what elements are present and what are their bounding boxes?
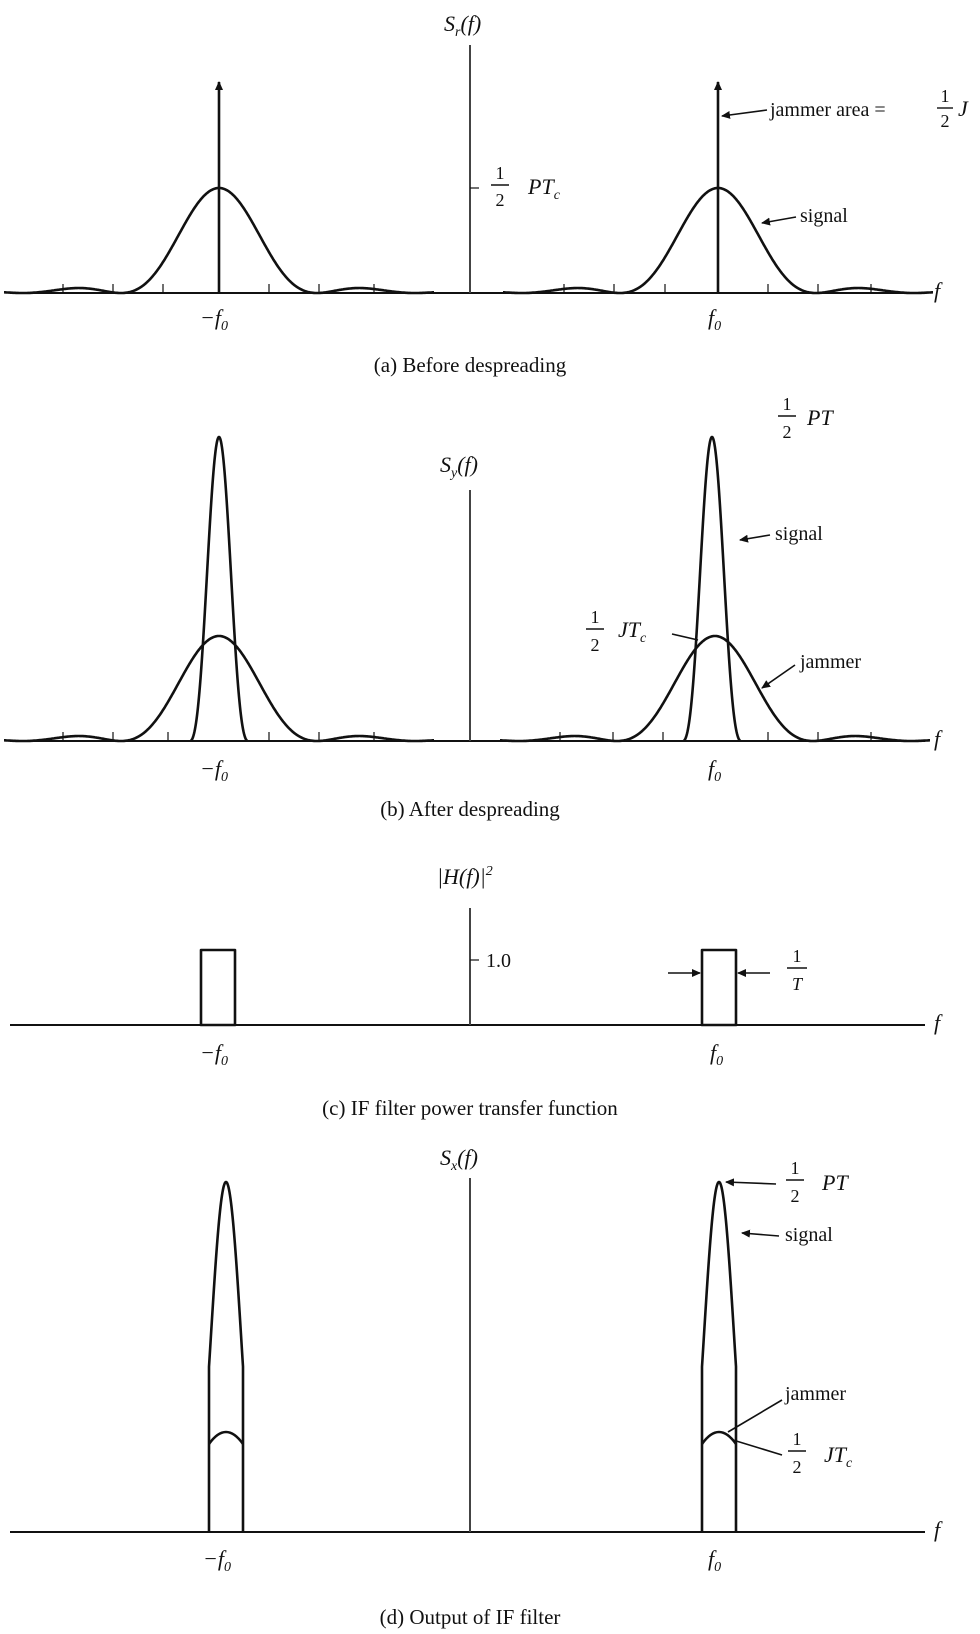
panel-a-level-label: 1 2 PTc xyxy=(491,163,561,210)
panel-c-left-tick-label: −f0 xyxy=(200,1040,228,1069)
panel-b-right-tick-label: f0 xyxy=(708,756,721,785)
panel-b-peak-numerator: 1 xyxy=(783,394,792,414)
panel-a-right-tick-label: f0 xyxy=(708,305,721,334)
panel-a-x-label: f xyxy=(934,278,943,303)
panel-d-peak-denominator: 2 xyxy=(791,1186,800,1206)
panel-d-left-signal-curve xyxy=(207,1180,245,1532)
panel-b-x-label: f xyxy=(934,726,943,751)
panel-c-x-label: f xyxy=(934,1010,943,1035)
panel-d-left-tick-label: −f0 xyxy=(203,1546,231,1575)
panel-d-y-label: Sx(f) xyxy=(440,1145,478,1174)
panel-a-jammer-denominator: 2 xyxy=(941,111,950,131)
panel-d-jt-denominator: 2 xyxy=(793,1457,802,1477)
panel-d: Sx(f) f −f0 f0 1 2 PT signal jammer 1 2 … xyxy=(10,1145,943,1629)
panel-d-caption: (d) Output of IF filter xyxy=(380,1605,561,1629)
panel-d-left-jammer-curve xyxy=(207,1430,245,1445)
panel-d-peak-leader xyxy=(725,1178,777,1187)
panel-d-jt-text: JTc xyxy=(824,1442,853,1471)
panel-d-jt-label: 1 2 JTc xyxy=(788,1429,853,1477)
panel-d-peak-text: PT xyxy=(821,1170,849,1195)
panel-b-jammer-label: jammer xyxy=(799,651,861,673)
panel-c-width-numerator: 1 xyxy=(793,946,802,966)
panel-c-right-filter-passband xyxy=(700,948,738,1027)
panel-d-signal-leader xyxy=(741,1229,780,1238)
panel-a-signal-label: signal xyxy=(800,205,848,227)
panel-c-left-filter-passband xyxy=(199,948,237,1027)
panel-a-jammer-numerator: 1 xyxy=(941,86,950,106)
panel-a-jammer-variable: J xyxy=(958,96,969,121)
panel-d-jammer-label: jammer xyxy=(784,1383,846,1405)
panel-c-right-tick-label: f0 xyxy=(710,1040,723,1069)
panel-b-jt-leader xyxy=(671,633,699,641)
panel-d-jt-leader xyxy=(732,1439,783,1456)
panel-d-jammer-leader xyxy=(727,1399,783,1433)
panel-c-width-denominator: T xyxy=(792,974,804,994)
panel-b-jt-denominator: 2 xyxy=(591,635,600,655)
panel-b-ticks xyxy=(62,732,872,741)
panel-a-caption: (a) Before despreading xyxy=(374,353,567,377)
panel-a-signal-leader xyxy=(761,216,797,226)
panel-b-jammer-leader xyxy=(761,664,796,689)
panel-a-ticks xyxy=(62,284,872,293)
panel-b-jt-label: 1 2 JTc xyxy=(586,607,647,655)
panel-a-level-text: PTc xyxy=(527,174,561,203)
panel-b-peak-denominator: 2 xyxy=(783,422,792,442)
panel-c: |H(f)|2 1.0 f −f0 f0 1 T (c) IF filter p… xyxy=(10,864,943,1120)
panel-b-right-jammer-curve xyxy=(499,634,931,743)
panel-a-jammer-label: jammer area = xyxy=(769,99,886,121)
panel-a-level-numerator: 1 xyxy=(496,163,505,183)
panel-b-left-tick-label: −f0 xyxy=(200,756,228,785)
panel-d-right-tick-label: f0 xyxy=(708,1546,721,1575)
panel-a-left-tick-label: −f0 xyxy=(200,305,228,334)
panel-b: Sy(f) f −f0 f0 1 2 PT signal 1 2 JTc jam… xyxy=(3,394,943,821)
panel-b-jt-text: JTc xyxy=(618,617,647,646)
panel-d-x-label: f xyxy=(934,1517,943,1542)
panel-b-left-signal-curve xyxy=(190,435,248,742)
panel-a: Sr(f) f −f0 f0 1 2 PTc jammer area = 1 2… xyxy=(3,11,969,377)
panel-c-level-label: 1.0 xyxy=(486,950,511,972)
panel-c-caption: (c) IF filter power transfer function xyxy=(322,1096,618,1120)
panel-d-peak-numerator: 1 xyxy=(791,1158,800,1178)
panel-d-right-jammer-curve xyxy=(700,1430,738,1445)
panel-c-y-label: |H(f)|2 xyxy=(437,864,493,889)
panel-d-peak-label: 1 2 PT xyxy=(786,1158,849,1206)
panel-d-jt-numerator: 1 xyxy=(793,1429,802,1449)
panel-b-peak-label: 1 2 PT xyxy=(778,394,834,442)
panel-b-peak-text: PT xyxy=(806,405,834,430)
panel-b-caption: (b) After despreading xyxy=(380,797,560,821)
panel-a-jammer-leader xyxy=(721,109,768,119)
panel-d-signal-label: signal xyxy=(785,1224,833,1246)
panel-d-right-signal-curve xyxy=(700,1180,738,1532)
panel-a-y-label: Sr(f) xyxy=(444,11,481,40)
panel-b-jt-numerator: 1 xyxy=(591,607,600,627)
panel-b-left-jammer-curve xyxy=(3,634,435,743)
panel-b-right-signal-curve xyxy=(683,435,741,742)
panel-a-level-denominator: 2 xyxy=(496,190,505,210)
panel-b-signal-label: signal xyxy=(775,523,823,545)
panel-b-y-label: Sy(f) xyxy=(440,452,478,481)
panel-b-signal-leader xyxy=(739,534,771,543)
